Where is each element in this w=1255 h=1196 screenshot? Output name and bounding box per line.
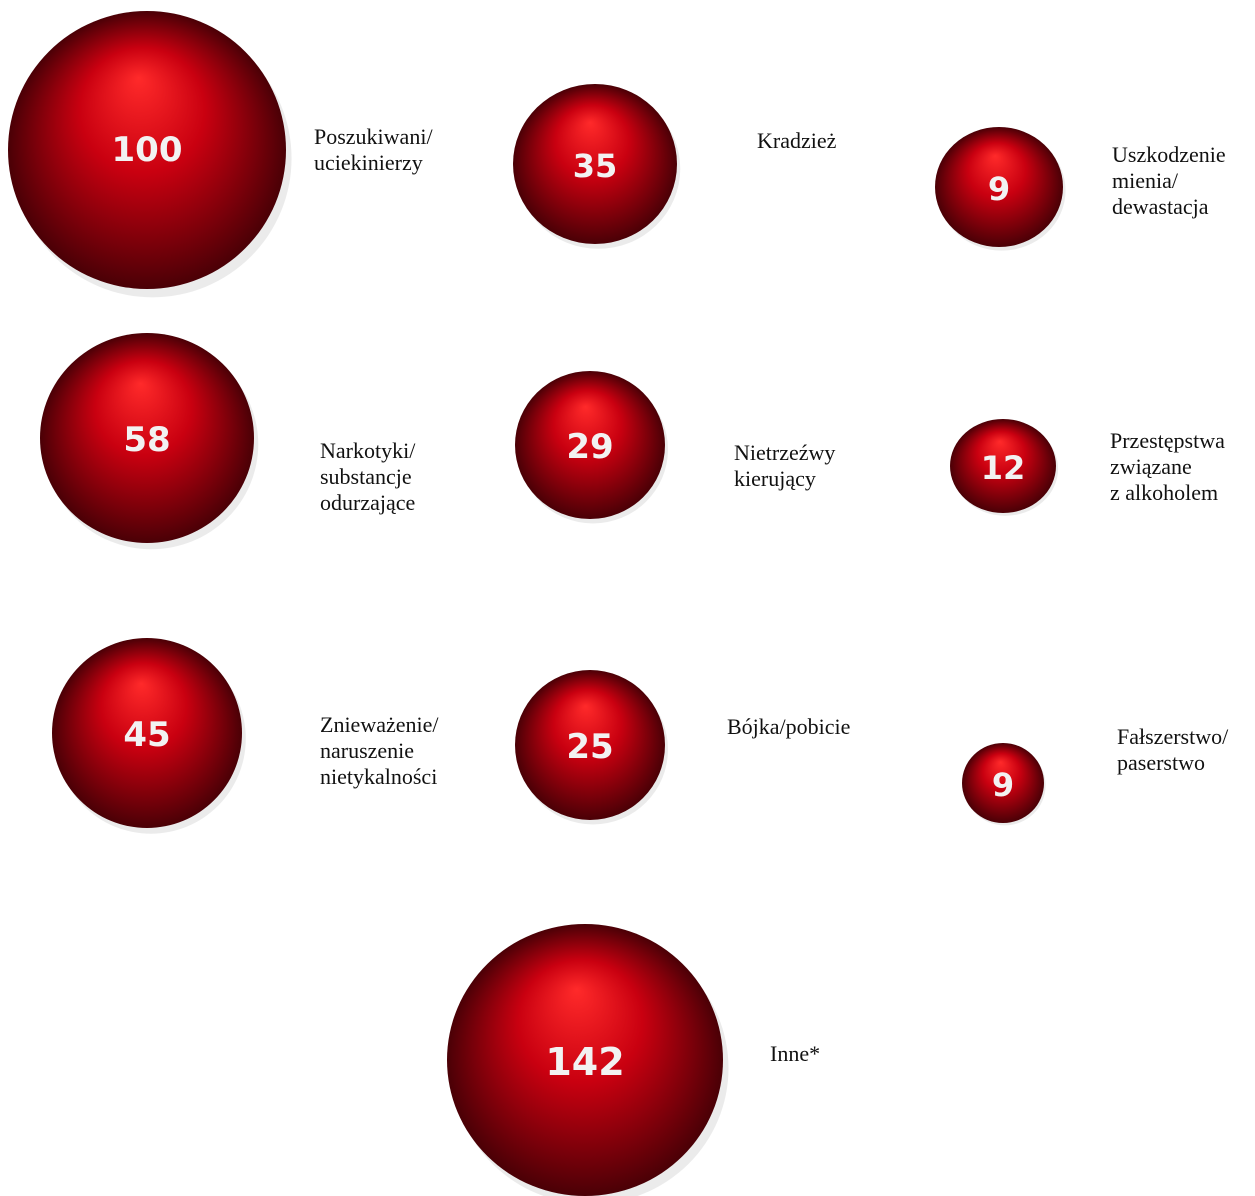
bubble-category-label: Nietrzeźwy kierujący <box>734 440 836 491</box>
bubble <box>40 333 254 543</box>
bubble <box>513 84 677 244</box>
bubble-value-label: 100 <box>112 130 183 170</box>
bubble-category-label: Przestępstwa związane z alkoholem <box>1110 428 1225 505</box>
bubble-category-label: Bójka/pobicie <box>727 714 851 739</box>
bubble-value-label: 58 <box>123 420 170 460</box>
bubble-value-label: 25 <box>566 727 613 767</box>
bubble-category-label: Inne* <box>770 1041 821 1066</box>
bubble-category-label: Poszukiwani/ uciekinierzy <box>314 124 433 175</box>
bubble-category-label: Fałszerstwo/ paserstwo <box>1117 724 1229 775</box>
bubble <box>962 743 1044 823</box>
bubble-value-label: 35 <box>573 147 618 185</box>
bubble-value-label: 9 <box>992 766 1014 804</box>
bubble-value-label: 45 <box>123 715 170 755</box>
bubble <box>935 127 1063 247</box>
bubble-category-label: Uszkodzenie mienia/ dewastacja <box>1112 142 1226 219</box>
bubble-value-label: 142 <box>545 1040 624 1084</box>
bubble <box>52 638 242 828</box>
bubble <box>515 670 665 820</box>
bubble-value-label: 12 <box>981 449 1026 487</box>
bubble-category-label: Narkotyki/ substancje odurzające <box>320 438 416 515</box>
bubble <box>515 371 665 519</box>
bubble <box>447 924 723 1196</box>
bubble-category-label: Znieważenie/ naruszenie nietykalności <box>320 712 439 789</box>
bubble <box>8 11 286 289</box>
bubble-value-label: 9 <box>988 170 1010 208</box>
bubbles-group: 100 35 9 58 29 12 45 25 9 142 <box>8 11 1066 1196</box>
bubble-category-label: Kradzież <box>757 128 837 153</box>
bubble <box>950 419 1056 513</box>
bubble-value-label: 29 <box>566 427 613 467</box>
